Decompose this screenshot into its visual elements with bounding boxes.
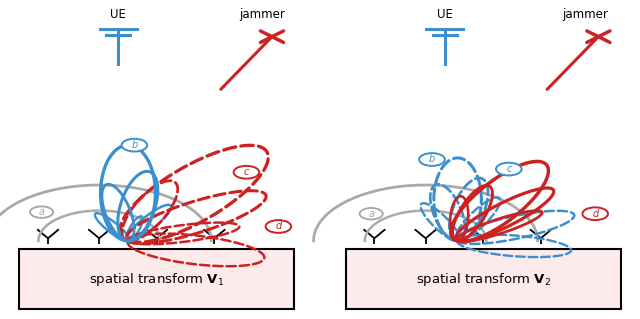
Circle shape [30,206,53,218]
Circle shape [360,208,383,219]
Bar [19,249,294,309]
Text: c: c [244,167,249,177]
Circle shape [496,163,522,175]
Text: UE: UE [437,8,452,21]
Text: a: a [368,209,374,219]
Text: a: a [38,207,45,217]
Circle shape [582,207,608,220]
Text: spatial transform $\mathbf{V}_1$: spatial transform $\mathbf{V}_1$ [89,271,225,288]
Text: spatial transform $\mathbf{V}_2$: spatial transform $\mathbf{V}_2$ [416,271,550,288]
Text: UE: UE [111,8,126,21]
Text: jammer: jammer [239,8,285,21]
Text: b: b [429,154,435,165]
Text: b: b [131,140,138,150]
Text: jammer: jammer [563,8,609,21]
Circle shape [419,153,445,166]
Text: d: d [275,221,282,232]
Circle shape [122,139,147,152]
Bar [346,249,621,309]
Circle shape [266,220,291,233]
Text: c: c [506,164,511,174]
Circle shape [234,166,259,179]
Text: d: d [592,209,598,219]
